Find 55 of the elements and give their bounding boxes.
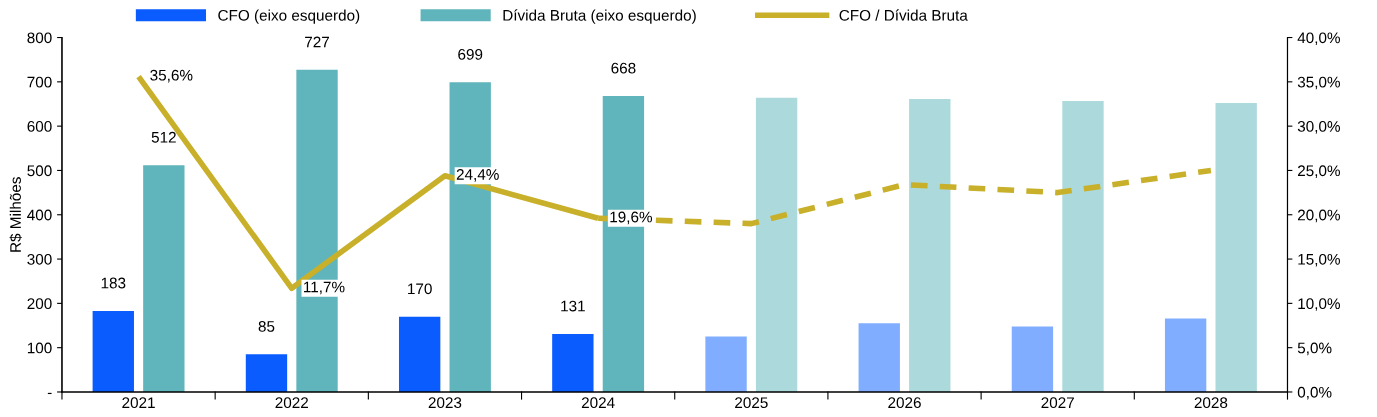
x-tick-label: 2025 (735, 397, 768, 409)
y2-tick-label: 15,0% (1298, 253, 1340, 267)
bar (705, 336, 747, 392)
y-tick-label: 100 (27, 342, 52, 354)
data-label: 699 (458, 49, 483, 60)
x-tick-label: 2026 (888, 397, 921, 409)
x-tick-label: 2022 (275, 397, 308, 409)
bar (1062, 100, 1104, 392)
bar (92, 310, 134, 392)
x-tick-label: 2027 (1041, 397, 1074, 409)
bar (398, 316, 441, 392)
y-tick-label: 500 (27, 165, 52, 177)
bar (1215, 103, 1257, 392)
y-tick-label: 700 (27, 76, 52, 88)
x-tick-label: 2024 (581, 397, 615, 409)
y2-tick-label: 25,0% (1297, 165, 1340, 178)
y2-tick-label: 0,0% (1297, 386, 1332, 400)
y2-tick-label: 10,0% (1298, 298, 1340, 311)
y-tick-label: 400 (27, 209, 52, 221)
y2-tick-label: 5,0% (1297, 342, 1332, 356)
bar (143, 165, 185, 392)
bar (1164, 318, 1207, 392)
x-tick-label: 2028 (1194, 397, 1228, 409)
legend-label: CFO / Dívida Bruta (839, 9, 968, 21)
data-label: 35,6% (150, 69, 193, 83)
data-label: 170 (408, 283, 432, 295)
y2-tick-label: 40,0% (1297, 32, 1340, 46)
legend-label: Dívida Bruta (eixo esquerdo) (503, 9, 696, 24)
bar (858, 323, 900, 392)
data-label: 85 (258, 321, 275, 332)
legend-label: CFO (eixo esquerdo) (218, 9, 360, 24)
bar (909, 99, 951, 392)
bar (755, 97, 798, 392)
x-tick-label: 2023 (428, 397, 462, 409)
data-label: 183 (101, 277, 126, 289)
y-axis-title: R$ Milhões (9, 177, 22, 252)
data-label: 19,6% (610, 211, 653, 225)
bar (552, 333, 594, 392)
y-tick-label: - (47, 392, 52, 395)
data-label: 11,7% (304, 281, 345, 295)
y-tick-label: 800 (27, 32, 52, 44)
y2-tick-label: 30,0% (1297, 121, 1340, 134)
y-tick-label: 200 (27, 298, 52, 310)
x-tick-label: 2021 (122, 397, 155, 409)
data-label: 24,4% (456, 169, 499, 182)
y2-tick-label: 20,0% (1297, 209, 1340, 223)
data-label: 512 (151, 131, 176, 143)
data-label: 131 (561, 300, 585, 312)
data-label: 668 (611, 62, 636, 74)
y-tick-label: 300 (27, 253, 52, 265)
bar (1011, 326, 1054, 392)
y2-tick-label: 35,0% (1297, 76, 1340, 90)
y-tick-label: 600 (27, 121, 52, 132)
data-label: 727 (305, 36, 330, 48)
bar (245, 354, 288, 392)
